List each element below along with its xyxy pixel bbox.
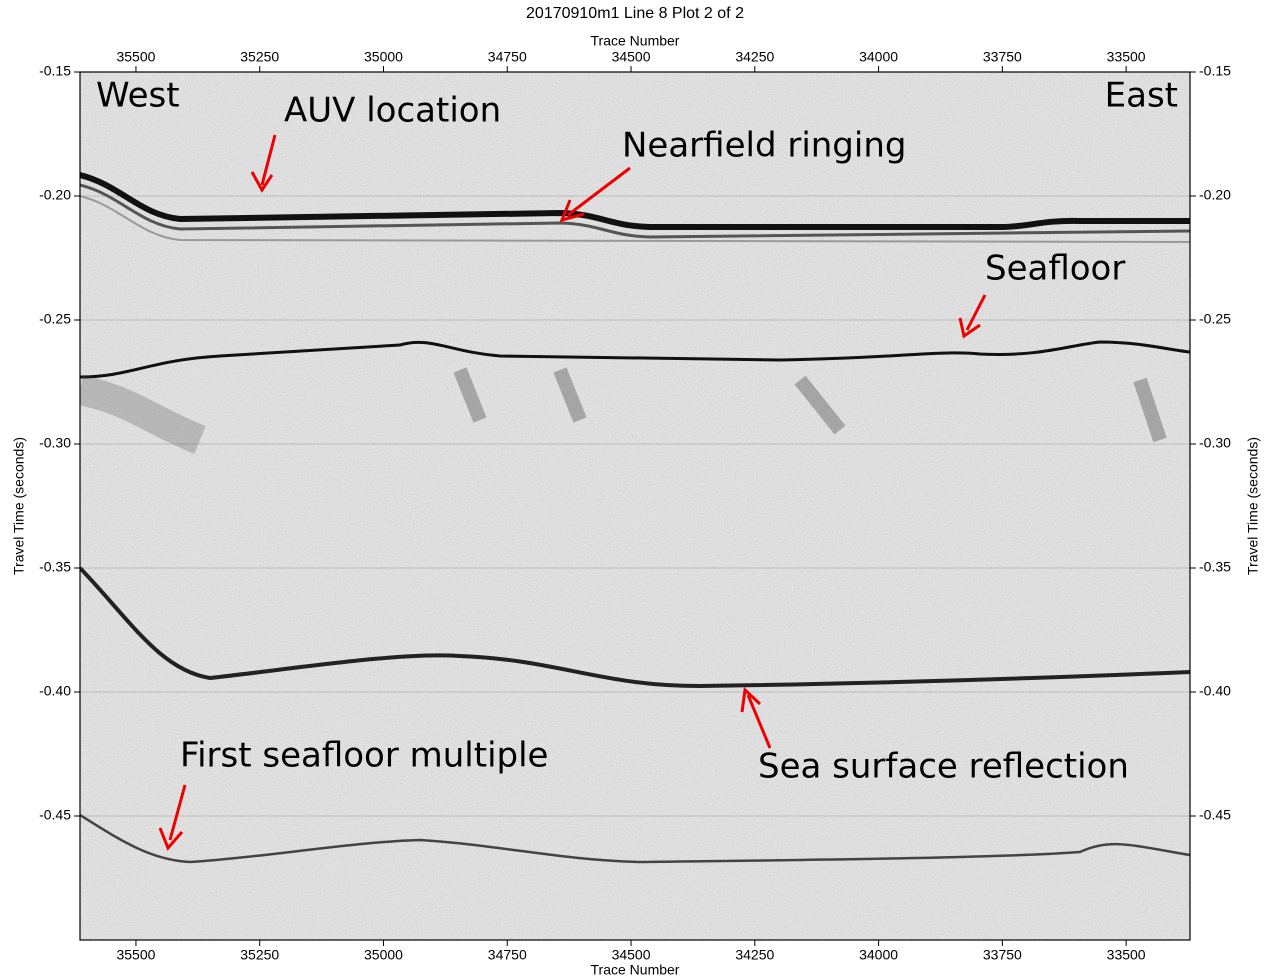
- y-tick-label: -0.35: [39, 559, 71, 575]
- annotation: First seafloor multiple: [180, 736, 548, 776]
- arrow: [559, 166, 631, 223]
- x-axis-label: Trace Number: [591, 33, 680, 49]
- x-tick-label: 33750: [983, 49, 1022, 65]
- annotation: Seafloor: [985, 249, 1125, 289]
- x-tick-label: 35250: [240, 49, 279, 65]
- noise-texture: [80, 72, 1190, 940]
- x-tick-label: 34750: [488, 49, 527, 65]
- x-tick-label: 34250: [735, 49, 774, 65]
- y-axis-label: Travel Time (seconds): [11, 437, 27, 575]
- arrow: [740, 686, 772, 749]
- y-tick-label: -0.30: [1199, 435, 1231, 451]
- x-tick-label: 34500: [612, 49, 651, 65]
- x-tick-label: 34000: [859, 49, 898, 65]
- y-tick-label: -0.40: [39, 683, 71, 699]
- y-tick-label: -0.45: [39, 807, 71, 823]
- y-tick-label: -0.20: [1199, 187, 1231, 203]
- sea-surface-reflection: [80, 566, 1190, 689]
- y-tick-label: -0.25: [39, 311, 71, 327]
- x-axis-label: Trace Number: [591, 962, 680, 978]
- y-tick-label: -0.15: [39, 63, 71, 79]
- y-tick-label: -0.15: [1199, 63, 1231, 79]
- arrow: [250, 134, 277, 193]
- y-tick-label: -0.25: [1199, 311, 1231, 327]
- x-tick-label: 35500: [116, 49, 155, 65]
- x-tick-label: 34000: [859, 947, 898, 963]
- x-tick-label: 33500: [1107, 49, 1146, 65]
- y-tick-label: -0.45: [1199, 807, 1231, 823]
- x-tick-label: 33750: [983, 947, 1022, 963]
- ringing: [80, 195, 1190, 243]
- sediment: [453, 367, 1167, 443]
- x-tick-label: 34250: [735, 947, 774, 963]
- x-tick-label: 35250: [240, 947, 279, 963]
- plot-frame: [79, 71, 1191, 941]
- x-tick-label: 35000: [364, 947, 403, 963]
- arrow: [958, 294, 987, 339]
- annotation: Nearfield ringing: [622, 126, 906, 166]
- y-axis-label: Travel Time (seconds): [1245, 437, 1261, 575]
- y-tick-label: -0.40: [1199, 683, 1231, 699]
- x-tick-label: 33500: [1107, 947, 1146, 963]
- sediment: [80, 375, 206, 454]
- x-tick-label: 34500: [612, 947, 651, 963]
- x-tick-label: 35500: [116, 947, 155, 963]
- x-tick-label: 34750: [488, 947, 527, 963]
- first-multiple: [80, 813, 1190, 864]
- chart-title: 20170910m1 Line 8 Plot 2 of 2: [526, 5, 744, 22]
- reflectors: [80, 172, 1190, 864]
- annotation: Sea surface reflection: [758, 747, 1129, 787]
- annotation: AUV location: [284, 91, 501, 131]
- arrow: [158, 784, 187, 851]
- annotation: East: [1105, 76, 1178, 116]
- auv-band: [80, 172, 1190, 230]
- y-tick-label: -0.20: [39, 187, 71, 203]
- y-tick-label: -0.30: [39, 435, 71, 451]
- arrows: [158, 134, 987, 851]
- seafloor: [80, 340, 1190, 379]
- annotation: West: [96, 76, 180, 116]
- auv-band: [80, 183, 1190, 239]
- y-tick-label: -0.35: [1199, 559, 1231, 575]
- x-tick-label: 35000: [364, 49, 403, 65]
